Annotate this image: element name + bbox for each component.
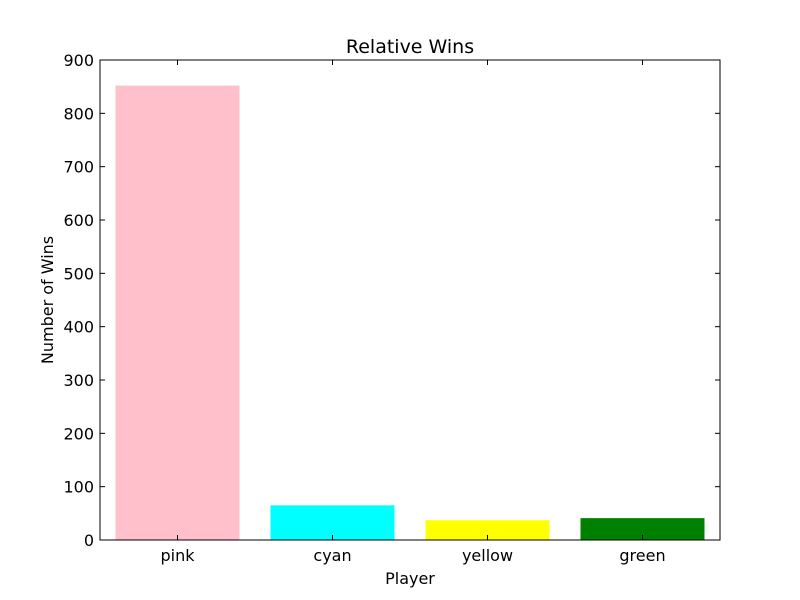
x-tick-label: cyan xyxy=(313,546,351,565)
x-tick-label: pink xyxy=(160,546,195,565)
y-tick-label: 600 xyxy=(63,211,94,230)
bar-cyan xyxy=(270,505,395,540)
bars-group xyxy=(115,85,705,540)
ticks-group: pink cyan yellow green 0 100 200 300 400 500 600 70… xyxy=(63,51,720,565)
y-tick-label: 100 xyxy=(63,478,94,497)
bar-pink xyxy=(115,85,240,540)
bar-yellow xyxy=(425,520,550,540)
y-axis-label: Number of Wins xyxy=(38,236,57,364)
x-tick-label: yellow xyxy=(462,546,513,565)
y-tick-label: 900 xyxy=(63,51,94,70)
y-tick-label: 300 xyxy=(63,371,94,390)
y-tick-label: 800 xyxy=(63,104,94,123)
chart-title: Relative Wins xyxy=(346,36,474,58)
y-tick-label: 400 xyxy=(63,318,94,337)
plot-frame xyxy=(99,59,721,541)
y-tick-label: 500 xyxy=(63,264,94,283)
x-tick-label: green xyxy=(619,546,665,565)
x-axis-label: Player xyxy=(385,569,435,588)
y-tick-label: 200 xyxy=(63,424,94,443)
bar-green xyxy=(580,518,705,540)
y-tick-label: 700 xyxy=(63,158,94,177)
y-tick-label: 0 xyxy=(84,531,94,550)
